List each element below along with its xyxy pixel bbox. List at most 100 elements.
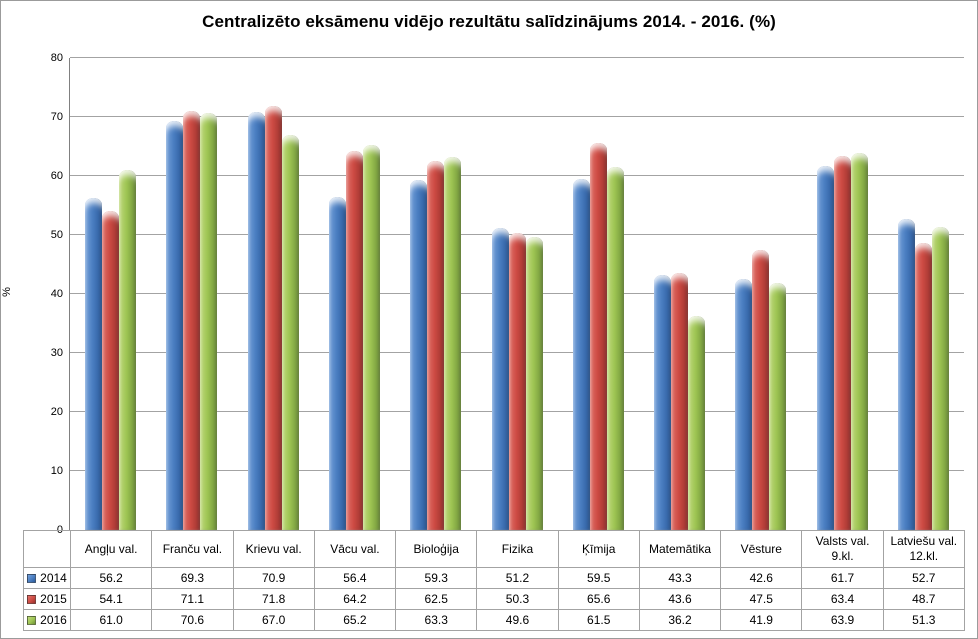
bar — [85, 198, 103, 530]
bar — [931, 227, 949, 530]
bar — [345, 151, 363, 530]
legend-cell: 2015 — [23, 588, 71, 610]
table-row: 2016 61.0 70.6 67.0 65.2 63.3 49.6 61.5 36.2 41.9… — [23, 609, 965, 631]
value-cell: 56.2 — [69, 567, 153, 589]
table-row: 2015 54.1 71.1 71.8 64.2 62.5 50.3 65.6 43.6 47.5… — [23, 588, 965, 610]
legend-cell: 2016 — [23, 609, 71, 631]
category-header-cell: Vēsture — [720, 530, 803, 568]
table-header-row: Angļu val. Franču val. Krievu val. Vācu val… — [23, 530, 965, 568]
y-tick-label: 70 — [50, 111, 63, 123]
bar — [264, 106, 282, 530]
value-cell: 71.8 — [232, 588, 315, 610]
bar — [444, 156, 462, 530]
y-tick-label: 60 — [50, 170, 63, 182]
y-tick-label: 10 — [50, 465, 63, 477]
legend-marker-2016 — [27, 616, 37, 625]
bar — [166, 121, 184, 530]
bar — [200, 113, 218, 530]
value-cell: 70.9 — [232, 567, 315, 589]
bar — [525, 237, 543, 530]
value-cell: 48.7 — [882, 588, 965, 610]
legend-series-label: 2014 — [40, 571, 67, 585]
bar — [671, 272, 689, 530]
value-cell: 51.2 — [476, 567, 559, 589]
y-tick-label: 50 — [50, 229, 63, 241]
value-cell: 36.2 — [638, 609, 722, 631]
value-cell: 63.3 — [395, 609, 478, 631]
legend-marker-2015 — [27, 595, 37, 604]
category-header-cell: Angļu val. — [69, 530, 153, 568]
y-axis-title: % — [1, 287, 13, 297]
bar — [589, 142, 607, 530]
category-header-cell: Matemātika — [638, 530, 722, 568]
bar — [427, 161, 445, 530]
bar — [102, 210, 120, 530]
value-cell: 51.3 — [882, 609, 965, 631]
value-cell: 65.6 — [557, 588, 640, 610]
bar — [606, 167, 624, 530]
bar — [850, 153, 868, 530]
y-tick-label: 30 — [50, 347, 63, 359]
bar — [897, 219, 915, 530]
bar — [119, 170, 137, 530]
bar — [183, 110, 201, 530]
y-axis-line — [69, 58, 70, 531]
category-header-cell: Valsts val. 9.kl. — [801, 530, 884, 568]
table-corner-cell — [23, 530, 71, 568]
category-header-cell: Bioloģija — [395, 530, 478, 568]
bar — [752, 249, 770, 530]
value-cell: 41.9 — [720, 609, 803, 631]
bar — [281, 134, 299, 530]
value-cell: 67.0 — [232, 609, 315, 631]
gridline — [70, 175, 964, 176]
value-cell: 61.0 — [69, 609, 153, 631]
category-header-cell: Latviešu val. 12.kl. — [882, 530, 965, 568]
category-header-cell: Ķīmija — [557, 530, 640, 568]
value-cell: 71.1 — [151, 588, 234, 610]
bar — [816, 165, 834, 530]
value-cell: 61.5 — [557, 609, 640, 631]
value-cell: 70.6 — [151, 609, 234, 631]
legend-series-label: 2015 — [40, 592, 67, 606]
bar — [247, 111, 265, 530]
bar — [410, 180, 428, 530]
bar — [362, 145, 380, 530]
y-tick-label: 20 — [50, 406, 63, 418]
bar — [508, 233, 526, 530]
value-cell: 43.6 — [638, 588, 722, 610]
value-cell: 62.5 — [395, 588, 478, 610]
bar — [735, 278, 753, 530]
value-cell: 63.4 — [801, 588, 884, 610]
gridline — [70, 57, 964, 58]
category-header-cell: Krievu val. — [232, 530, 315, 568]
value-cell: 50.3 — [476, 588, 559, 610]
bar — [833, 155, 851, 530]
value-cell: 63.9 — [801, 609, 884, 631]
value-cell: 49.6 — [476, 609, 559, 631]
value-cell: 59.5 — [557, 567, 640, 589]
value-cell: 52.7 — [882, 567, 965, 589]
plot-area — [69, 57, 964, 531]
bar — [769, 282, 787, 530]
category-header-cell: Fizika — [476, 530, 559, 568]
value-cell: 42.6 — [720, 567, 803, 589]
category-header-cell: Vācu val. — [313, 530, 397, 568]
value-cell: 54.1 — [69, 588, 153, 610]
value-cell: 69.3 — [151, 567, 234, 589]
bar — [654, 274, 672, 530]
value-cell: 56.4 — [313, 567, 397, 589]
y-tick-label: 40 — [50, 288, 63, 300]
legend-cell: 2014 — [23, 567, 71, 589]
category-header-cell: Franču val. — [151, 530, 234, 568]
chart-title: Centralizēto eksāmenu vidējo rezultātu s… — [202, 12, 776, 31]
bar — [688, 316, 706, 530]
table-row: 2014 56.2 69.3 70.9 56.4 59.3 51.2 59.5 43.3 42.6… — [23, 567, 965, 589]
bar — [572, 178, 590, 530]
value-cell: 65.2 — [313, 609, 397, 631]
y-tick-label: 80 — [50, 52, 63, 64]
value-cell: 59.3 — [395, 567, 478, 589]
data-table: Angļu val. Franču val. Krievu val. Vācu val… — [23, 530, 965, 631]
value-cell: 64.2 — [313, 588, 397, 610]
legend-series-label: 2016 — [40, 613, 67, 627]
